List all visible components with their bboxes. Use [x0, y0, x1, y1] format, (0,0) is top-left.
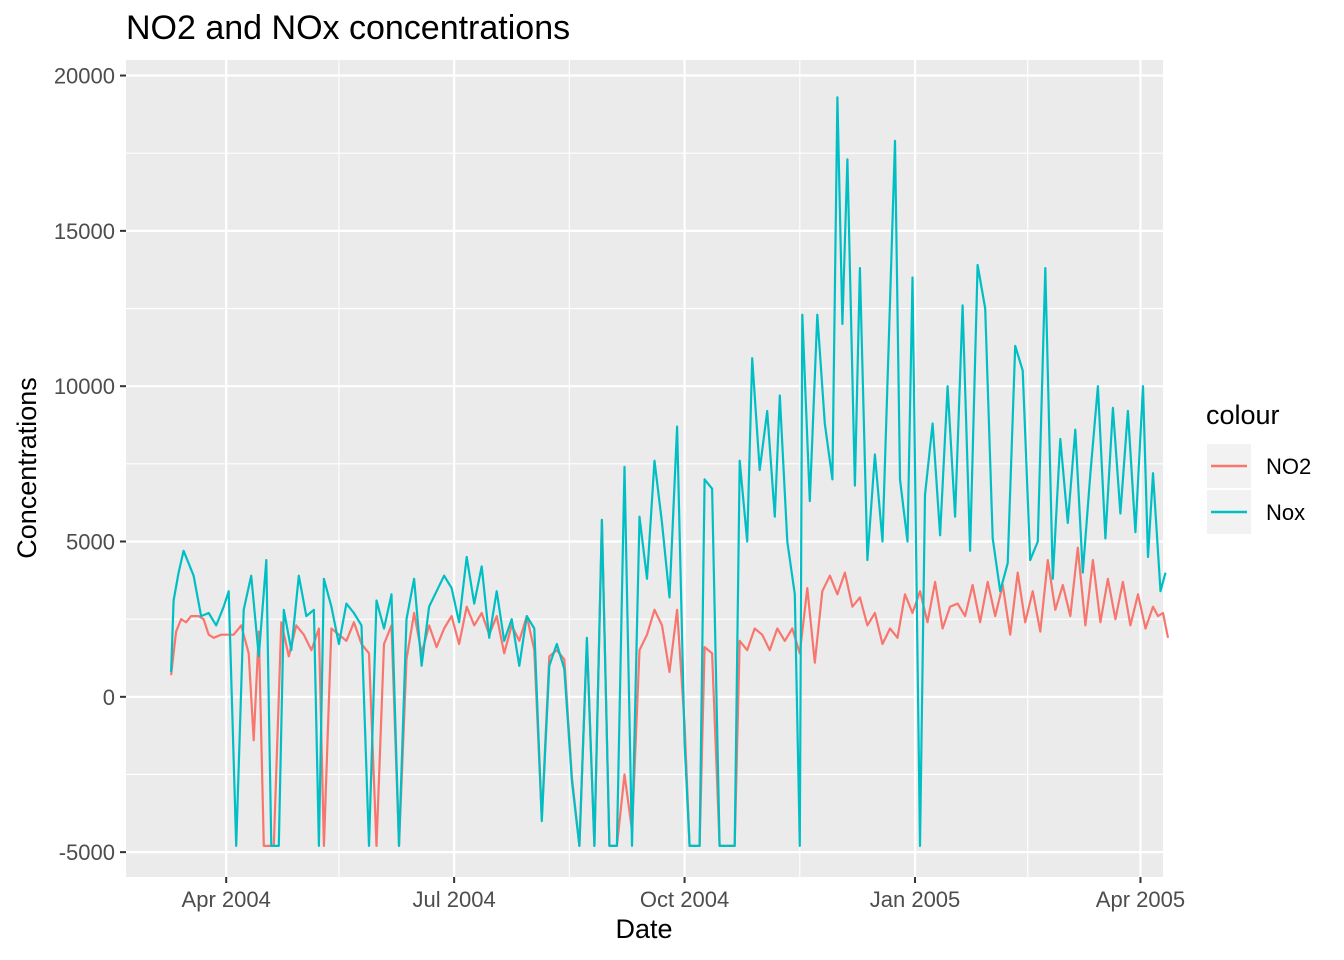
y-tick-label: -5000 — [59, 840, 115, 865]
series-layer — [170, 96, 1170, 848]
legend-label-nox: Nox — [1266, 500, 1305, 525]
y-axis: -5000 0 5000 10000 15000 20000 — [54, 64, 126, 865]
series-line-no2 — [170, 518, 1170, 848]
x-tick-label: Jul 2004 — [413, 887, 496, 912]
y-axis-title: Concentrations — [12, 377, 42, 559]
x-tick-label: Apr 2005 — [1096, 887, 1185, 912]
x-axis: Apr 2004 Jul 2004 Oct 2004 Jan 2005 Apr 2005 — [182, 877, 1185, 912]
y-tick-label: 5000 — [66, 530, 115, 555]
y-tick-label: 20000 — [54, 64, 115, 89]
chart-title: NO2 and NOx concentrations — [126, 9, 570, 47]
series-line-nox — [170, 96, 1167, 848]
x-tick-label: Apr 2004 — [182, 887, 271, 912]
legend-title: colour — [1206, 400, 1280, 430]
x-tick-label: Jan 2005 — [870, 887, 961, 912]
y-tick-label: 10000 — [54, 374, 115, 399]
x-axis-title: Date — [615, 914, 672, 944]
legend-label-no2: NO2 — [1266, 454, 1311, 479]
y-tick-label: 15000 — [54, 219, 115, 244]
x-tick-label: Oct 2004 — [640, 887, 729, 912]
legend: colour NO2 Nox — [1206, 400, 1311, 534]
y-tick-label: 0 — [103, 685, 115, 710]
